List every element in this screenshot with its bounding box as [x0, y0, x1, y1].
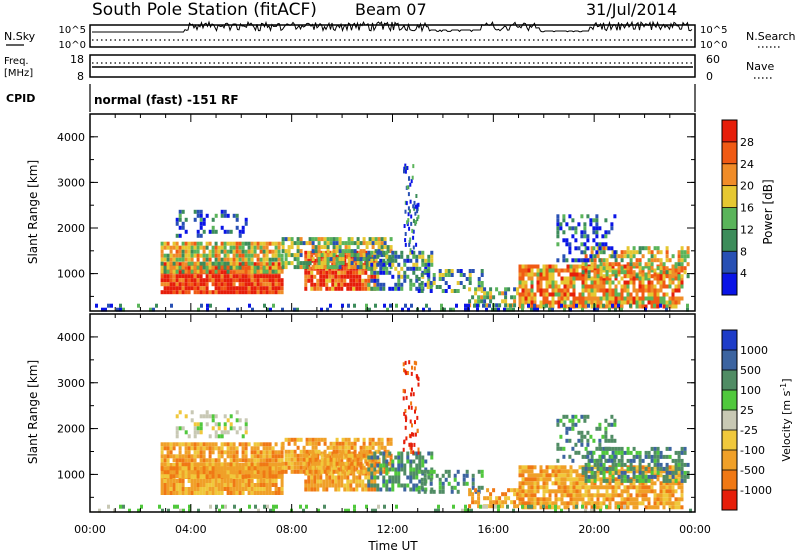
colorbar-tick-label: 28 — [740, 136, 754, 149]
colorbar-tick-label: 25 — [740, 404, 754, 417]
colorbar-tick-label: -100 — [740, 444, 765, 457]
x-tick-label: 20:00 — [578, 523, 610, 536]
y-tick-label: 3000 — [57, 176, 85, 189]
x-tick-label: 16:00 — [477, 523, 509, 536]
power-panel: 1000 2000 3000 4000 Slant Range [km] — [26, 113, 696, 312]
x-tick-label: 00:00 — [679, 523, 711, 536]
velocity-y-axis: 1000 2000 3000 4000 — [57, 331, 695, 498]
power-heatmap — [95, 163, 690, 312]
nsky-tick-top: 10^5 — [59, 25, 86, 36]
colorbar-tick-label: 24 — [740, 158, 754, 171]
y-tick-label: 4000 — [57, 131, 85, 144]
y-tick-label: 1000 — [57, 468, 85, 481]
power-y-axis: 1000 2000 3000 4000 — [57, 131, 695, 297]
y-tick-label: 1000 — [57, 268, 85, 281]
y-tick-label: 3000 — [57, 377, 85, 390]
nsearch-label: N.Search — [746, 30, 796, 43]
power-ylabel: Slant Range [km] — [26, 160, 40, 264]
velocity-colorbar-label: Velocity [m s-1] — [779, 378, 793, 461]
colorbar-tick-label: 16 — [740, 202, 754, 215]
nsky-tick-bottom: 10^0 — [59, 40, 86, 51]
colorbar-tick-label: -1000 — [740, 484, 772, 497]
power-colorbar: 28 24 20 16 12 8 4 Power [dB] — [721, 119, 775, 296]
velocity-colorbar: 1000 500 100 25 -25 -100 -500 -1000 Velocity [m… — [721, 329, 793, 511]
y-tick-label: 2000 — [57, 222, 85, 235]
colorbar-tick-label: -25 — [740, 424, 758, 437]
nsky-label: N.Sky — [4, 30, 36, 43]
y-tick-label: 2000 — [57, 423, 85, 436]
freq-label: Freq. — [4, 56, 29, 67]
nave-tick-bottom: 0 — [706, 70, 713, 83]
power-x-ticks — [89, 114, 696, 311]
colorbar-tick-label: 100 — [740, 384, 761, 397]
nave-label: Nave — [746, 60, 774, 73]
freq-unit: [MHz] — [4, 68, 33, 79]
colorbar-tick-label: -500 — [740, 464, 765, 477]
colorbar-tick-label: 12 — [740, 223, 754, 236]
y-tick-label: 4000 — [57, 331, 85, 344]
colorbar-tick-label: 8 — [740, 245, 747, 258]
velocity-heatmap — [98, 360, 692, 513]
power-colorbar-label: Power [dB] — [761, 179, 775, 244]
velocity-x-axis: 00:00 04:00 08:00 12:00 16:00 20:00 00:00 — [74, 314, 711, 536]
nsearch-tick-top: 10^5 — [700, 25, 727, 36]
x-tick-label: 00:00 — [74, 523, 106, 536]
freq-tick-top: 18 — [70, 53, 84, 66]
nsky-trace — [92, 20, 693, 33]
colorbar-tick-label: 500 — [740, 364, 761, 377]
x-tick-label: 12:00 — [377, 523, 409, 536]
velocity-xlabel: Time UT — [367, 539, 418, 553]
velocity-ylabel: Slant Range [km] — [26, 360, 40, 464]
beam-label: Beam 07 — [355, 0, 427, 19]
nsky-panel: 10^5 10^0 10^5 10^0 N.Sky N.Search — [4, 20, 796, 51]
colorbar-tick-label: 1000 — [740, 344, 768, 357]
cpid-label: CPID — [6, 92, 35, 105]
colorbar-tick-label: 20 — [740, 180, 754, 193]
cpid-text: normal (fast) -151 RF — [94, 93, 239, 107]
freq-tick-bottom: 8 — [77, 70, 84, 83]
station-title: South Pole Station (fitACF) — [92, 0, 317, 20]
freq-panel: 18 8 60 0 Freq. [MHz] Nave — [4, 53, 774, 83]
nave-tick-top: 60 — [706, 53, 720, 66]
x-tick-label: 08:00 — [276, 523, 308, 536]
nsearch-tick-bottom: 10^0 — [700, 40, 727, 51]
colorbar-tick-label: 4 — [740, 267, 747, 280]
x-tick-label: 04:00 — [175, 523, 207, 536]
date-label: 31/Jul/2014 — [586, 0, 677, 19]
